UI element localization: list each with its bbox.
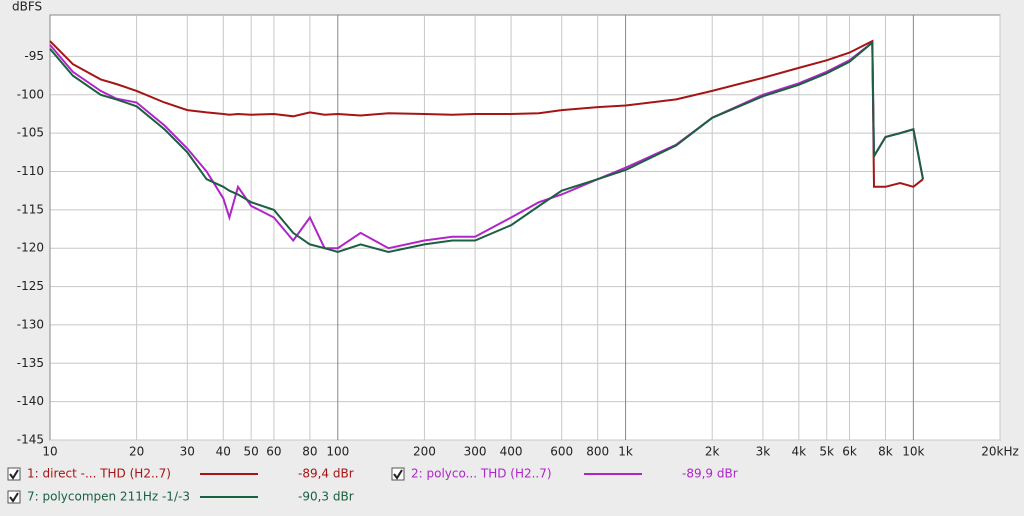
x-tick-label: 20kHz — [981, 445, 1019, 459]
series-line — [49, 40, 924, 254]
x-tick-label: 400 — [500, 445, 523, 459]
x-tick-label: 800 — [586, 445, 609, 459]
legend-check — [9, 469, 19, 480]
x-tick-label: 80 — [302, 445, 317, 459]
plot-area — [49, 14, 1001, 441]
y-tick-label: -120 — [17, 241, 44, 255]
x-tick-label: 300 — [464, 445, 487, 459]
y-tick-label: -105 — [17, 126, 44, 140]
y-tick-label: -145 — [17, 433, 44, 447]
y-tick-label: -130 — [17, 317, 44, 331]
x-tick-label: 100 — [326, 445, 349, 459]
x-tick-label: 6k — [842, 445, 857, 459]
x-tick-label: 8k — [878, 445, 893, 459]
legend-value: -90,3 dBr — [298, 490, 354, 504]
legend-label: 2: polyco... THD (H2..7) — [411, 467, 552, 481]
x-tick-label: 200 — [413, 445, 436, 459]
y-axis-label: dBFS — [12, 0, 42, 14]
legend-label: 7: polycompen 211Hz -1/-3 — [27, 490, 190, 504]
x-tick-label: 4k — [792, 445, 807, 459]
series-line — [49, 40, 924, 250]
y-tick-label: -135 — [17, 356, 44, 370]
x-tick-label: 10 — [42, 445, 57, 459]
y-tick-label: -140 — [17, 394, 44, 408]
legend-check — [393, 469, 403, 480]
y-tick-label: -115 — [17, 202, 44, 216]
x-tick-label: 1k — [618, 445, 633, 459]
y-tick-label: -125 — [17, 279, 44, 293]
y-tick-label: -95 — [24, 49, 44, 63]
x-tick-label: 5k — [819, 445, 834, 459]
x-tick-label: 30 — [180, 445, 195, 459]
x-tick-label: 60 — [266, 445, 281, 459]
x-tick-label: 50 — [244, 445, 259, 459]
legend-value: -89,4 dBr — [298, 467, 354, 481]
legend-value: -89,9 dBr — [682, 467, 738, 481]
legend-check — [9, 492, 19, 503]
y-tick-label: -110 — [17, 164, 44, 178]
y-tick-label: -100 — [17, 87, 44, 101]
x-tick-label: 20 — [129, 445, 144, 459]
x-tick-label: 10k — [902, 445, 924, 459]
series-line — [49, 39, 924, 188]
x-tick-label: 3k — [756, 445, 771, 459]
x-tick-label: 2k — [705, 445, 720, 459]
x-tick-label: 600 — [550, 445, 573, 459]
x-tick-label: 40 — [216, 445, 231, 459]
legend-label: 1: direct -... THD (H2..7) — [27, 467, 171, 481]
